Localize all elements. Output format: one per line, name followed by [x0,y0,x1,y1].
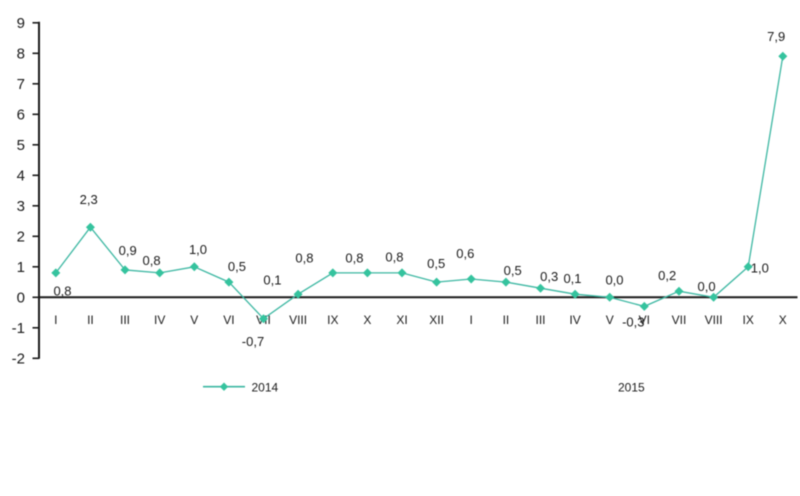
svg-text:1: 1 [17,259,25,276]
svg-text:V: V [190,313,198,327]
svg-text:0,0: 0,0 [698,279,716,294]
svg-text:7,9: 7,9 [767,29,785,44]
svg-text:VIII: VIII [289,313,307,327]
svg-text:0,1: 0,1 [263,272,281,287]
svg-text:0,5: 0,5 [228,259,246,274]
svg-text:3: 3 [17,198,25,215]
svg-text:XII: XII [429,313,444,327]
svg-text:4: 4 [17,168,25,185]
svg-text:II: II [87,313,94,327]
svg-text:-0,3: -0,3 [622,315,644,330]
svg-text:0,5: 0,5 [504,263,522,278]
svg-text:VIII: VIII [705,313,723,327]
svg-text:2015: 2015 [618,380,645,394]
svg-text:1,0: 1,0 [189,242,207,257]
svg-text:0,8: 0,8 [295,251,313,266]
svg-text:9: 9 [17,15,25,32]
svg-text:VI: VI [223,313,234,327]
svg-text:0,1: 0,1 [563,271,581,286]
svg-text:-1: -1 [12,320,25,337]
svg-text:2014: 2014 [252,380,279,394]
svg-text:5: 5 [17,137,25,154]
svg-text:7: 7 [17,76,25,93]
svg-text:6: 6 [17,107,25,124]
svg-text:0,5: 0,5 [427,256,445,271]
svg-text:8: 8 [17,46,25,63]
svg-text:2,3: 2,3 [80,192,98,207]
svg-text:VII: VII [672,313,687,327]
svg-text:X: X [779,313,787,327]
svg-text:V: V [606,313,614,327]
svg-text:-2: -2 [12,351,25,368]
svg-text:2: 2 [17,229,25,246]
svg-text:X: X [363,313,371,327]
svg-text:IV: IV [569,313,580,327]
svg-text:IV: IV [154,313,165,327]
svg-text:0: 0 [17,290,25,307]
svg-text:0,9: 0,9 [119,243,137,258]
svg-text:0,8: 0,8 [385,249,403,264]
svg-text:0,0: 0,0 [605,273,623,288]
svg-text:III: III [535,313,545,327]
svg-text:0,3: 0,3 [540,269,558,284]
svg-text:-0,7: -0,7 [242,334,264,349]
svg-text:0,8: 0,8 [53,283,71,298]
svg-text:I: I [470,313,473,327]
svg-text:IX: IX [327,313,338,327]
svg-text:III: III [120,313,130,327]
svg-text:0,8: 0,8 [143,253,161,268]
svg-text:XI: XI [396,313,407,327]
svg-text:IX: IX [743,313,754,327]
svg-text:0,6: 0,6 [456,246,474,261]
svg-text:I: I [54,313,57,327]
svg-text:0,8: 0,8 [345,251,363,266]
svg-text:0,2: 0,2 [658,268,676,283]
svg-text:VI: VI [639,313,650,327]
svg-text:II: II [503,313,510,327]
svg-text:1,0: 1,0 [751,261,769,276]
